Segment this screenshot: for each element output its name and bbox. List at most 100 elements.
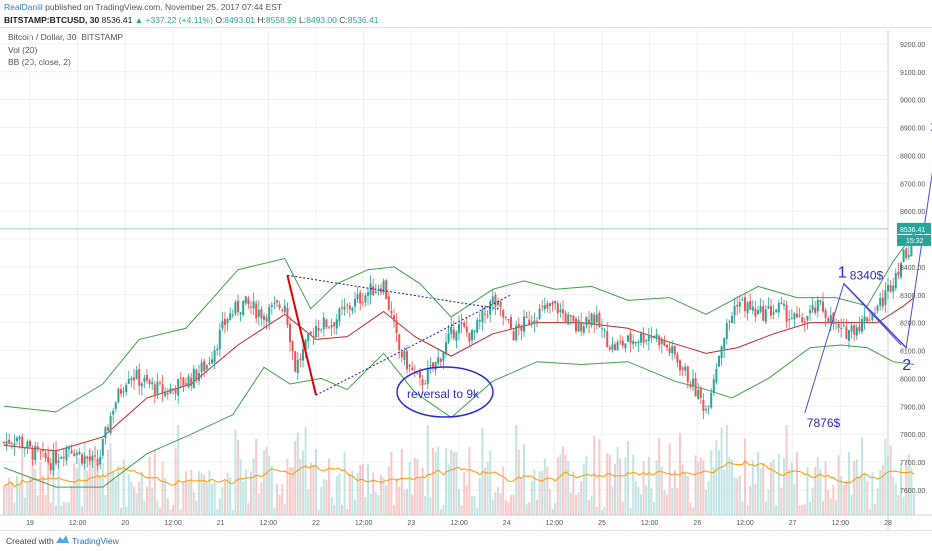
volume-bar: [52, 459, 55, 515]
candle-body: [270, 304, 273, 307]
candle-body: [676, 354, 679, 363]
candle-body: [801, 317, 804, 323]
volume-bar: [174, 448, 177, 515]
candle-body: [884, 290, 887, 305]
volume-bar: [302, 450, 304, 515]
candle-body: [432, 362, 434, 368]
candle-body: [650, 336, 653, 338]
volume-bar: [411, 494, 414, 515]
volume-bar: [504, 500, 507, 515]
x-tick-label: 12:00: [260, 520, 278, 527]
candle-body: [99, 456, 102, 465]
candle-body: [200, 362, 203, 372]
candle-body: [260, 309, 263, 319]
candle-body: [177, 379, 180, 396]
time-axis[interactable]: 19 12:00 20 12:00 21 12:00 22 12:00 23 12:00 24 12:…: [26, 520, 892, 527]
candle-body: [172, 388, 174, 390]
volume-bar: [632, 454, 635, 515]
candle-body: [681, 367, 684, 370]
volume-bar: [377, 494, 380, 515]
candle-body: [10, 442, 13, 444]
volume-bar: [845, 481, 848, 515]
x-tick-label: 12:00: [69, 520, 87, 527]
volume-bar: [187, 482, 190, 515]
volume-bar: [541, 470, 544, 515]
volume-bar: [294, 440, 297, 515]
candle-body: [645, 340, 648, 342]
volume-bar: [803, 504, 806, 515]
candle-body: [593, 314, 596, 324]
candle-body: [827, 318, 830, 324]
candle-body: [510, 317, 512, 330]
candle-body: [205, 365, 208, 369]
wave-channel-line: [843, 283, 902, 346]
candle-body: [660, 338, 663, 344]
candle-body: [595, 314, 598, 323]
candle-body: [369, 283, 372, 295]
volume-bar: [104, 494, 107, 515]
volume-bar: [640, 494, 642, 515]
volume-bar: [673, 470, 676, 515]
candle-body: [78, 451, 81, 455]
candle-body: [317, 327, 320, 331]
volume-bar: [767, 489, 770, 515]
candle-body: [218, 330, 221, 350]
volume-bar: [889, 445, 892, 515]
candle-body: [447, 333, 450, 342]
x-tick-label: 26: [693, 520, 701, 527]
candle-body: [31, 449, 34, 460]
candle-body: [226, 319, 229, 324]
candle-body: [450, 326, 453, 334]
legend-bollinger[interactable]: BB (20, close, 2): [8, 57, 71, 67]
candle-body: [18, 436, 21, 440]
volume-bar: [263, 450, 265, 515]
volume-bar: [182, 481, 185, 515]
candle-body: [585, 317, 588, 326]
x-tick-label: 20: [121, 520, 129, 527]
candle-body: [393, 315, 395, 322]
volume-bar: [702, 460, 705, 515]
volume-bar: [588, 499, 590, 515]
candle-body: [647, 336, 650, 341]
candle-body: [504, 316, 507, 318]
volume-bar: [910, 468, 913, 515]
y-tick-label: 9100.00: [900, 70, 925, 77]
volume-bar: [502, 466, 505, 515]
candle-body: [57, 460, 60, 463]
candle-body: [364, 295, 367, 303]
volume-bar: [31, 457, 34, 515]
candle-body: [842, 325, 845, 327]
tradingview-brand[interactable]: TradingView: [72, 536, 119, 546]
last-price: 8536.41: [101, 15, 133, 25]
volume-bar: [369, 493, 372, 515]
volume-bar: [655, 460, 658, 515]
volume-bar: [216, 509, 219, 515]
volume-bar: [718, 450, 720, 515]
legend-title[interactable]: Bitcoin / Dollar, 30, BITSTAMP: [8, 32, 124, 42]
volume-bar: [101, 462, 104, 515]
candle-body: [182, 377, 185, 386]
candle-body: [273, 303, 276, 305]
candle-body: [520, 326, 523, 331]
candle-body: [816, 299, 819, 312]
candle-body: [663, 339, 666, 346]
volume-bar: [484, 467, 486, 515]
candle-body: [408, 364, 411, 367]
volume-bar: [907, 454, 910, 515]
volume-bar: [218, 498, 221, 515]
volume-bar: [26, 481, 29, 515]
volume-bar: [328, 458, 330, 515]
candle-body: [835, 322, 837, 324]
price-tag-time: 15:32: [906, 238, 924, 245]
price-axis[interactable]: 7600.00 7700.00 7800.00 7900.00 8000.00 8100.…: [897, 42, 931, 495]
legend-volume[interactable]: Vol (20): [8, 45, 38, 55]
candle-body: [385, 280, 388, 299]
candle-body: [367, 292, 369, 296]
volume-bar: [653, 502, 655, 515]
volume-bar: [668, 443, 671, 515]
author-link[interactable]: RealDaniil: [4, 2, 43, 12]
candle-body: [627, 335, 629, 342]
candle-body: [728, 321, 731, 323]
candle-body: [36, 446, 39, 450]
